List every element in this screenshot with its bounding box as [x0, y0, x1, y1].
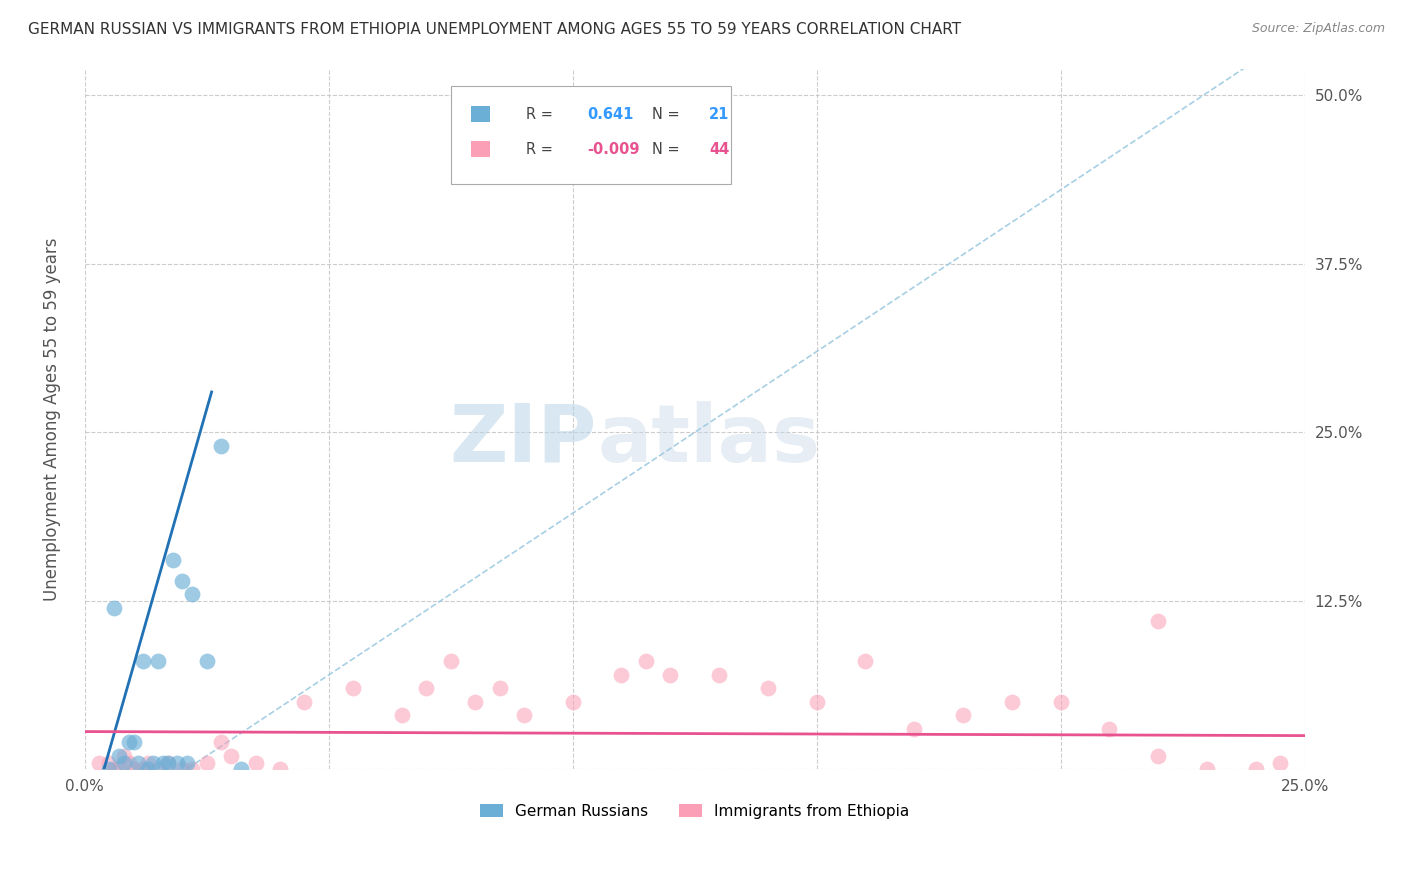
Point	[162, 553, 184, 567]
Point	[103, 762, 125, 776]
Point	[610, 668, 633, 682]
Point	[195, 756, 218, 770]
Point	[634, 655, 657, 669]
Point	[561, 695, 583, 709]
Bar	[471, 142, 491, 157]
Point	[209, 735, 232, 749]
Point	[952, 708, 974, 723]
Point	[756, 681, 779, 696]
Point	[195, 655, 218, 669]
Text: 21: 21	[710, 106, 730, 121]
Point	[1049, 695, 1071, 709]
Point	[156, 756, 179, 770]
FancyBboxPatch shape	[451, 86, 731, 184]
Point	[513, 708, 536, 723]
Point	[156, 756, 179, 770]
Point	[855, 655, 877, 669]
Point	[488, 681, 510, 696]
Point	[209, 439, 232, 453]
Point	[132, 655, 155, 669]
Point	[342, 681, 364, 696]
Point	[146, 762, 169, 776]
Point	[172, 574, 194, 588]
Text: ZIP: ZIP	[450, 401, 598, 479]
Point	[1147, 748, 1170, 763]
Point	[98, 756, 121, 770]
Bar	[471, 106, 491, 122]
Text: R =: R =	[526, 142, 553, 157]
Point	[464, 695, 486, 709]
Point	[112, 756, 135, 770]
Point	[166, 756, 188, 770]
Point	[176, 756, 198, 770]
Point	[136, 756, 159, 770]
Point	[659, 668, 682, 682]
Text: 44: 44	[710, 142, 730, 157]
Text: atlas: atlas	[598, 401, 820, 479]
Point	[1244, 762, 1267, 776]
Point	[1001, 695, 1024, 709]
Point	[1147, 614, 1170, 628]
Point	[219, 748, 242, 763]
Text: N =: N =	[652, 142, 679, 157]
Point	[117, 756, 139, 770]
Point	[122, 735, 145, 749]
Text: R =: R =	[526, 106, 553, 121]
Point	[146, 655, 169, 669]
Point	[269, 762, 291, 776]
Point	[108, 762, 131, 776]
Point	[806, 695, 828, 709]
Point	[89, 756, 111, 770]
Point	[132, 762, 155, 776]
Point	[112, 748, 135, 763]
Point	[142, 756, 165, 770]
Point	[903, 722, 925, 736]
Text: Source: ZipAtlas.com: Source: ZipAtlas.com	[1251, 22, 1385, 36]
Legend: German Russians, Immigrants from Ethiopia: German Russians, Immigrants from Ethiopi…	[474, 797, 915, 825]
Point	[108, 748, 131, 763]
Point	[122, 762, 145, 776]
Point	[181, 762, 204, 776]
Point	[181, 587, 204, 601]
Point	[1197, 762, 1219, 776]
Point	[98, 762, 121, 776]
Point	[245, 756, 267, 770]
Point	[172, 762, 194, 776]
Point	[292, 695, 315, 709]
Point	[136, 762, 159, 776]
Text: -0.009: -0.009	[588, 142, 640, 157]
Point	[415, 681, 437, 696]
Point	[1098, 722, 1121, 736]
Text: GERMAN RUSSIAN VS IMMIGRANTS FROM ETHIOPIA UNEMPLOYMENT AMONG AGES 55 TO 59 YEAR: GERMAN RUSSIAN VS IMMIGRANTS FROM ETHIOP…	[28, 22, 962, 37]
Point	[440, 655, 463, 669]
Point	[229, 762, 252, 776]
Point	[127, 756, 149, 770]
Point	[103, 600, 125, 615]
Point	[707, 668, 730, 682]
Point	[391, 708, 413, 723]
Y-axis label: Unemployment Among Ages 55 to 59 years: Unemployment Among Ages 55 to 59 years	[44, 237, 60, 600]
Point	[117, 735, 139, 749]
Point	[1270, 756, 1292, 770]
Text: N =: N =	[652, 106, 679, 121]
Text: 0.641: 0.641	[588, 106, 634, 121]
Point	[152, 756, 174, 770]
